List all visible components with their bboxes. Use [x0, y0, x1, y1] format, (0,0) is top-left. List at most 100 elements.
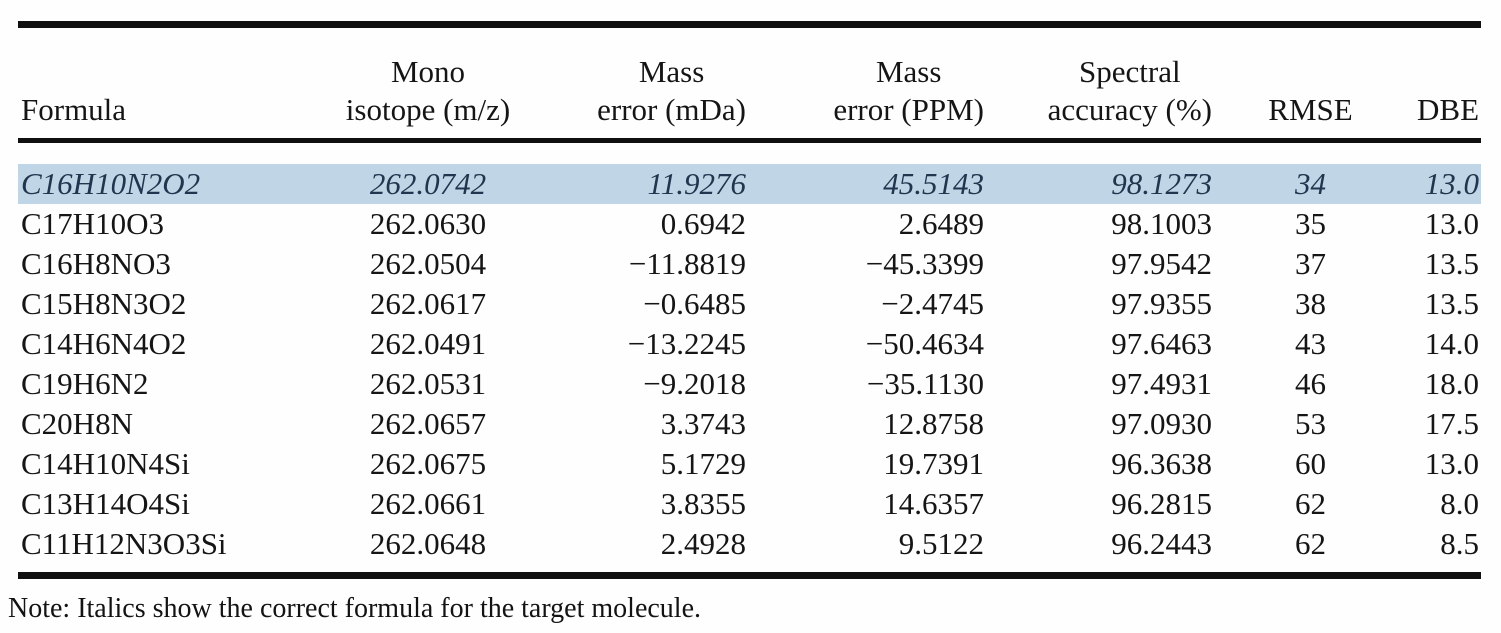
spectral-accuracy-cell: 97.9355 — [1111, 286, 1212, 321]
mono-isotope-cell: 262.0531 — [369, 366, 487, 401]
dbe-cell: 13.0 — [1424, 206, 1479, 241]
column-header-mono-line2: isotope (m/z) — [345, 92, 511, 127]
formula-cell: C16H8NO3 — [21, 246, 171, 281]
column-header-rmse-label: RMSE — [1268, 92, 1353, 127]
table-row: C17H10O3 262.0630 0.6942 2.6489 98.1003 … — [18, 204, 1481, 244]
mass-error-ppm-cell: −45.3399 — [865, 246, 984, 281]
mono-isotope-cell: 262.0675 — [369, 446, 487, 481]
column-header-mass-error-ppm: Mass error (PPM) — [758, 53, 998, 138]
mass-error-mda-cell: 11.9276 — [647, 166, 746, 201]
mass-error-ppm-cell: 9.5122 — [898, 526, 984, 561]
table-top-rule — [18, 21, 1481, 28]
table-row: C16H8NO3 262.0504 −11.8819 −45.3399 97.9… — [18, 244, 1481, 284]
column-header-mda-line1: Mass — [638, 54, 705, 89]
mass-error-ppm-cell: 19.7391 — [883, 446, 984, 481]
column-header-spectral-line2: accuracy (%) — [1047, 92, 1212, 127]
formula-cell: C17H10O3 — [21, 206, 164, 241]
mono-isotope-cell: 262.0491 — [369, 326, 487, 361]
mass-error-mda-cell: −11.8819 — [628, 246, 746, 281]
column-header-ppm-line2: error (PPM) — [833, 92, 984, 127]
dbe-cell: 17.5 — [1424, 406, 1479, 441]
formula-cell: C20H8N — [21, 406, 133, 441]
mono-isotope-cell: 262.0630 — [369, 206, 487, 241]
table-body: C16H10N2O2 262.0742 11.9276 45.5143 98.1… — [18, 164, 1481, 564]
dbe-cell: 14.0 — [1424, 326, 1479, 361]
mass-error-ppm-cell: −35.1130 — [866, 366, 984, 401]
table-row: C20H8N 262.0657 3.3743 12.8758 97.0930 5… — [18, 404, 1481, 444]
column-header-spectral-line1: Spectral — [1079, 54, 1181, 89]
column-header-mass-error-mda: Mass error (mDa) — [528, 53, 758, 138]
mass-error-mda-cell: 5.1729 — [660, 446, 746, 481]
formula-cell: C13H14O4Si — [21, 486, 190, 521]
mass-error-ppm-cell: 14.6357 — [883, 486, 984, 521]
rmse-cell: 62 — [1295, 526, 1326, 561]
spectral-accuracy-cell: 96.2443 — [1111, 526, 1212, 561]
spectral-accuracy-cell: 98.1273 — [1111, 166, 1212, 201]
mono-isotope-cell: 262.0661 — [369, 486, 487, 521]
column-header-formula-label: Formula — [21, 92, 127, 127]
dbe-cell: 8.5 — [1440, 526, 1479, 561]
rmse-cell: 38 — [1295, 286, 1326, 321]
formula-cell: C16H10N2O2 — [21, 166, 201, 201]
column-header-mono-line1: Mono — [390, 54, 466, 89]
formula-candidates-table: Formula Mono isotope (m/z) Mass error (m… — [18, 21, 1481, 579]
table-row: C13H14O4Si 262.0661 3.8355 14.6357 96.28… — [18, 484, 1481, 524]
mass-error-mda-cell: −0.6485 — [643, 286, 746, 321]
rmse-cell: 62 — [1295, 486, 1326, 521]
dbe-cell: 8.0 — [1440, 486, 1479, 521]
rmse-cell: 60 — [1295, 446, 1326, 481]
table-row: C14H10N4Si 262.0675 5.1729 19.7391 96.36… — [18, 444, 1481, 484]
mono-isotope-cell: 262.0617 — [369, 286, 487, 321]
mono-isotope-cell: 262.0742 — [369, 166, 487, 201]
rmse-cell: 46 — [1295, 366, 1326, 401]
dbe-cell: 13.0 — [1424, 446, 1479, 481]
column-header-mda-line2: error (mDa) — [597, 92, 746, 127]
mass-error-mda-cell: 3.8355 — [660, 486, 746, 521]
table-row: C19H6N2 262.0531 −9.2018 −35.1130 97.493… — [18, 364, 1481, 404]
mass-error-mda-cell: −9.2018 — [643, 366, 746, 401]
table-row: C15H8N3O2 262.0617 −0.6485 −2.4745 97.93… — [18, 284, 1481, 324]
spectral-accuracy-cell: 96.2815 — [1111, 486, 1212, 521]
table-row: C14H6N4O2 262.0491 −13.2245 −50.4634 97.… — [18, 324, 1481, 364]
spectral-accuracy-cell: 96.3638 — [1111, 446, 1212, 481]
mass-error-mda-cell: 0.6942 — [660, 206, 746, 241]
rmse-cell: 43 — [1295, 326, 1326, 361]
rmse-cell: 53 — [1295, 406, 1326, 441]
column-header-formula: Formula — [18, 91, 328, 138]
mass-error-ppm-cell: −50.4634 — [865, 326, 984, 361]
table-row: C16H10N2O2 262.0742 11.9276 45.5143 98.1… — [18, 164, 1481, 204]
rmse-cell: 35 — [1295, 206, 1326, 241]
table-note: Note: Italics show the correct formula f… — [8, 593, 701, 624]
spectral-accuracy-cell: 98.1003 — [1111, 206, 1212, 241]
rmse-cell: 34 — [1295, 166, 1326, 201]
mono-isotope-cell: 262.0648 — [369, 526, 487, 561]
dbe-cell: 13.5 — [1424, 286, 1479, 321]
column-header-mono-isotope: Mono isotope (m/z) — [328, 53, 528, 138]
table-header-row: Formula Mono isotope (m/z) Mass error (m… — [18, 28, 1481, 138]
table-row: C11H12N3O3Si 262.0648 2.4928 9.5122 96.2… — [18, 524, 1481, 564]
spectral-accuracy-cell: 97.4931 — [1111, 366, 1212, 401]
column-header-dbe: DBE — [1393, 91, 1481, 138]
mass-error-ppm-cell: −2.4745 — [881, 286, 984, 321]
formula-cell: C15H8N3O2 — [21, 286, 187, 321]
column-header-dbe-label: DBE — [1417, 92, 1479, 127]
mass-error-ppm-cell: 12.8758 — [883, 406, 984, 441]
mono-isotope-cell: 262.0504 — [369, 246, 487, 281]
formula-cell: C11H12N3O3Si — [21, 526, 227, 561]
formula-cell: C19H6N2 — [21, 366, 149, 401]
mass-error-mda-cell: 3.3743 — [660, 406, 746, 441]
dbe-cell: 13.0 — [1424, 166, 1479, 201]
mass-error-mda-cell: 2.4928 — [660, 526, 746, 561]
mass-error-ppm-cell: 45.5143 — [883, 166, 984, 201]
formula-cell: C14H10N4Si — [21, 446, 190, 481]
spectral-accuracy-cell: 97.0930 — [1111, 406, 1212, 441]
column-header-ppm-line1: Mass — [875, 54, 942, 89]
spectral-accuracy-cell: 97.9542 — [1111, 246, 1212, 281]
column-header-rmse: RMSE — [1228, 91, 1393, 138]
rmse-cell: 37 — [1295, 246, 1326, 281]
table-header-rule — [18, 138, 1481, 143]
column-header-spectral-accuracy: Spectral accuracy (%) — [998, 53, 1228, 138]
dbe-cell: 13.5 — [1424, 246, 1479, 281]
dbe-cell: 18.0 — [1424, 366, 1479, 401]
